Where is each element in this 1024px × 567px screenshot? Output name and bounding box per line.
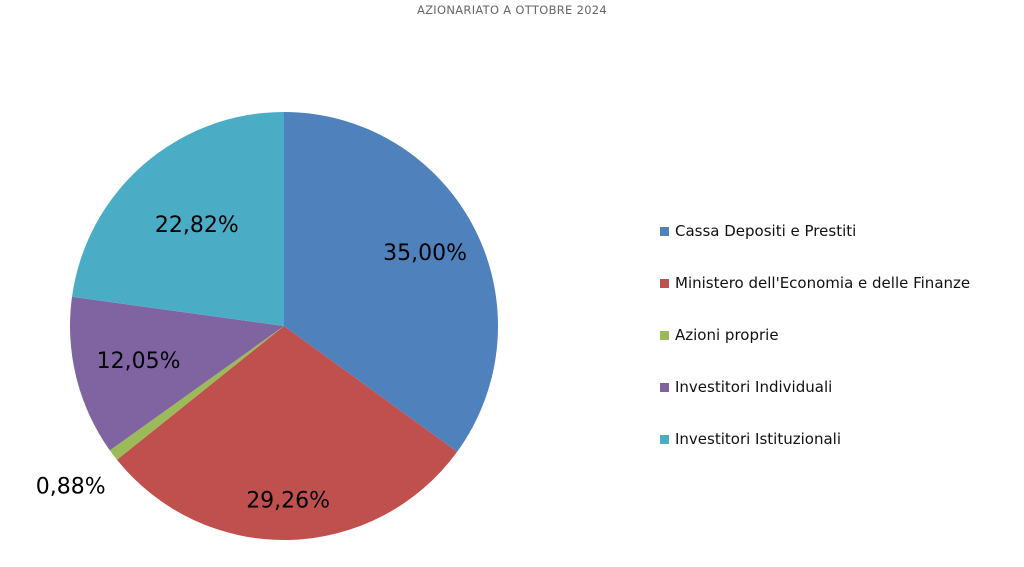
pie-slice-5 bbox=[72, 112, 284, 326]
pie-slice-1 bbox=[284, 112, 498, 452]
legend-swatch bbox=[660, 330, 669, 340]
legend-label: Ministero dell'Economia e delle Finanze bbox=[675, 274, 971, 292]
chart-title: AZIONARIATO A OTTOBRE 2024 bbox=[416, 3, 608, 17]
pie-slice-4 bbox=[70, 296, 284, 451]
legend-item-1: Cassa Depositi e Prestiti bbox=[660, 220, 856, 242]
legend-swatch bbox=[660, 382, 669, 392]
legend-label: Cassa Depositi e Prestiti bbox=[675, 222, 857, 240]
legend-item-3: Azioni proprie bbox=[660, 324, 779, 346]
legend-label: Azioni proprie bbox=[675, 326, 779, 344]
pie-slice-3 bbox=[109, 326, 284, 460]
legend-swatch bbox=[660, 278, 669, 288]
pie-slices bbox=[70, 112, 498, 540]
legend-swatch bbox=[660, 434, 669, 444]
legend-item-4: Investitori Individuali bbox=[660, 376, 832, 398]
pie-data-label-1: 35,00% bbox=[383, 241, 467, 266]
legend-item-2: Ministero dell'Economia e delle Finanze bbox=[660, 272, 970, 294]
pie-slice-2 bbox=[116, 326, 458, 540]
pie-data-label-2: 29,26% bbox=[246, 488, 330, 513]
legend-swatch bbox=[660, 226, 669, 236]
legend-label: Investitori Individuali bbox=[675, 378, 833, 396]
pie-data-labels: 35,00% 29,26% 0,88% 12,05% 22,82% bbox=[36, 213, 467, 513]
pie-data-label-4: 12,05% bbox=[97, 349, 181, 374]
pie-data-label-5: 22,82% bbox=[155, 213, 239, 238]
legend-label: Investitori Istituzionali bbox=[675, 430, 841, 448]
legend-item-5: Investitori Istituzionali bbox=[660, 428, 841, 450]
pie-data-label-3: 0,88% bbox=[36, 474, 106, 499]
